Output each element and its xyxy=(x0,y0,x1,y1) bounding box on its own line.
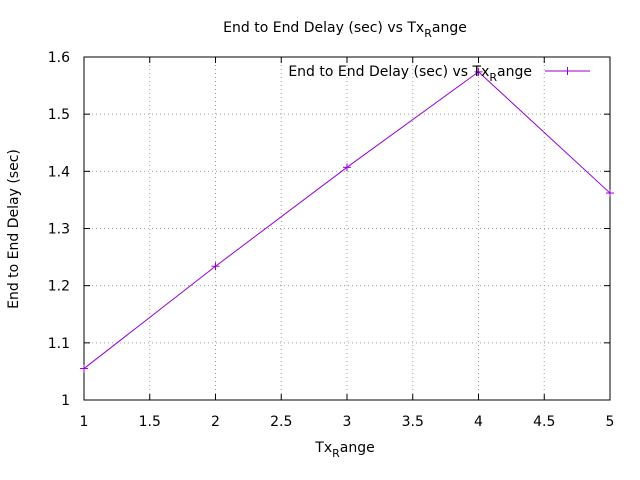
data-point-marker xyxy=(343,163,351,172)
x-tick-label: 4.5 xyxy=(533,414,555,430)
y-tick-label: 1.5 xyxy=(48,107,70,123)
legend: End to End Delay (sec) vs TxRange xyxy=(288,64,590,84)
series-line xyxy=(83,71,611,369)
x-tick-label: 3 xyxy=(343,414,352,430)
series xyxy=(80,67,614,373)
x-tick-label: 5 xyxy=(606,414,615,430)
chart-title: End to End Delay (sec) vs TxRange xyxy=(223,20,467,40)
axis-ticks: 1 1.5 2 2.5 3 3.5 4 4.5 5 1 1.1 1.2 1.3 1.4 1.5 1.6 xyxy=(48,50,615,430)
y-tick-label: 1.4 xyxy=(48,164,70,180)
data-point-marker xyxy=(474,67,483,76)
y-axis-label: End to End Delay (sec) xyxy=(6,149,22,309)
data-point-marker xyxy=(80,364,88,373)
legend-label: End to End Delay (sec) vs TxRange xyxy=(288,64,532,84)
x-axis-label: TxRange xyxy=(314,440,374,460)
x-tick-label: 1 xyxy=(80,414,89,430)
y-tick-label: 1.2 xyxy=(48,279,70,295)
grid xyxy=(84,57,610,400)
y-tick-label: 1.6 xyxy=(48,50,70,66)
x-tick-label: 1.5 xyxy=(139,414,161,430)
x-tick-label: 2.5 xyxy=(270,414,292,430)
legend-swatch xyxy=(545,67,590,75)
data-point-marker xyxy=(606,189,614,198)
y-tick-label: 1.1 xyxy=(48,336,70,352)
x-tick-label: 4 xyxy=(474,414,483,430)
y-tick-label: 1.3 xyxy=(48,222,70,238)
x-tick-label: 2 xyxy=(211,414,220,430)
x-tick-label: 3.5 xyxy=(402,414,424,430)
y-tick-label: 1 xyxy=(61,393,70,409)
data-point-marker xyxy=(211,262,220,271)
plot-frame xyxy=(83,56,611,401)
